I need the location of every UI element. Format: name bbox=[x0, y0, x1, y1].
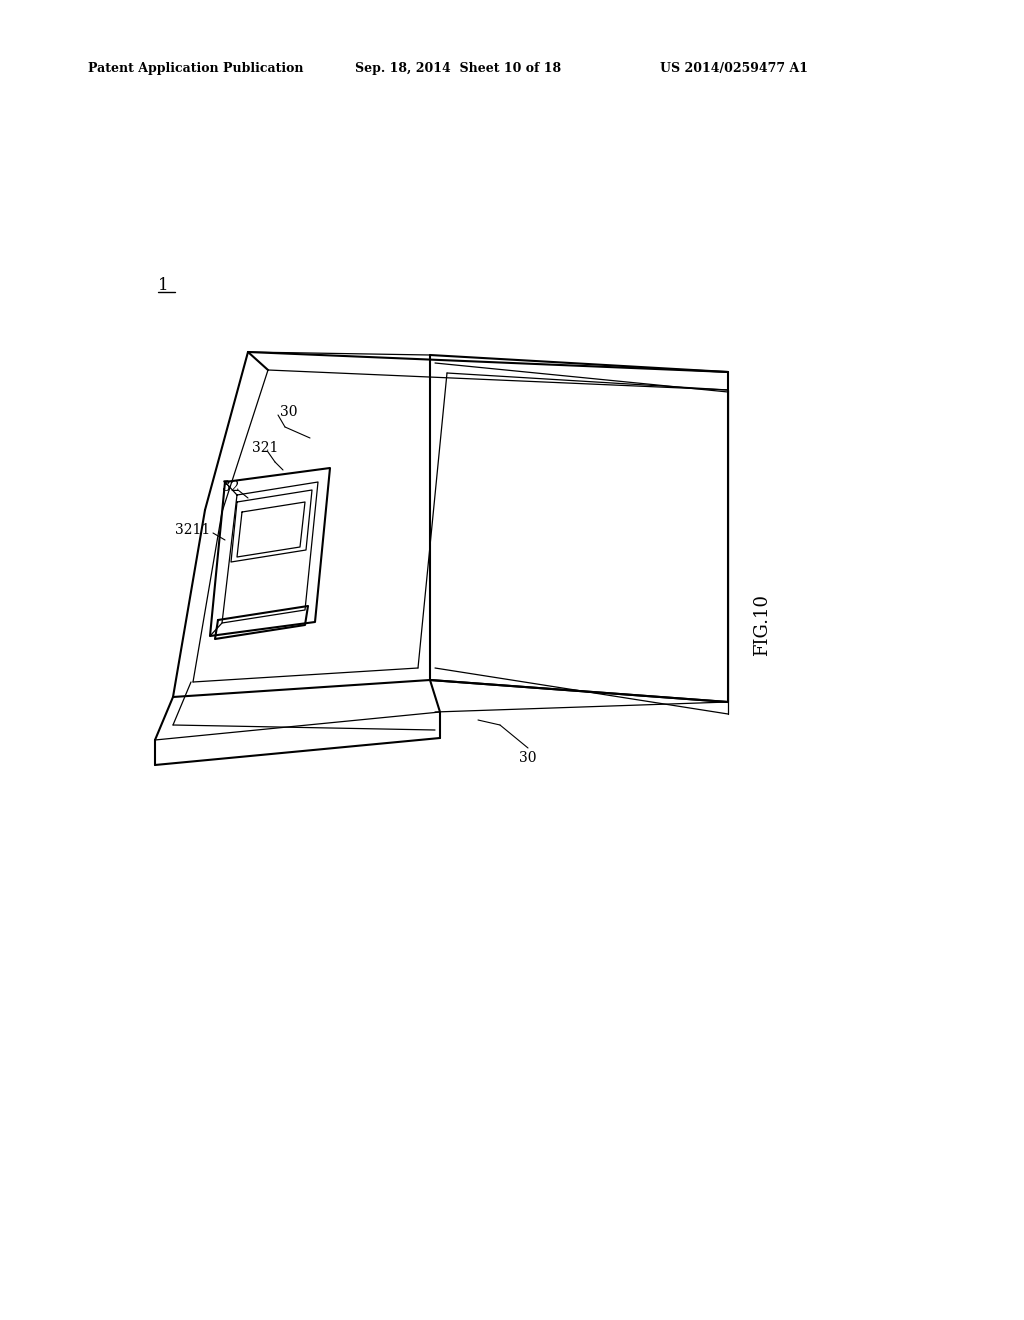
Text: Patent Application Publication: Patent Application Publication bbox=[88, 62, 303, 75]
Text: 321: 321 bbox=[252, 441, 279, 455]
Text: 32: 32 bbox=[222, 480, 240, 494]
Text: Sep. 18, 2014  Sheet 10 of 18: Sep. 18, 2014 Sheet 10 of 18 bbox=[355, 62, 561, 75]
Text: 30: 30 bbox=[519, 751, 537, 766]
Text: 30: 30 bbox=[280, 405, 298, 418]
Text: US 2014/0259477 A1: US 2014/0259477 A1 bbox=[660, 62, 808, 75]
Text: 1: 1 bbox=[158, 276, 169, 293]
Text: FIG.10: FIG.10 bbox=[753, 594, 771, 656]
Text: 3211: 3211 bbox=[175, 523, 210, 537]
